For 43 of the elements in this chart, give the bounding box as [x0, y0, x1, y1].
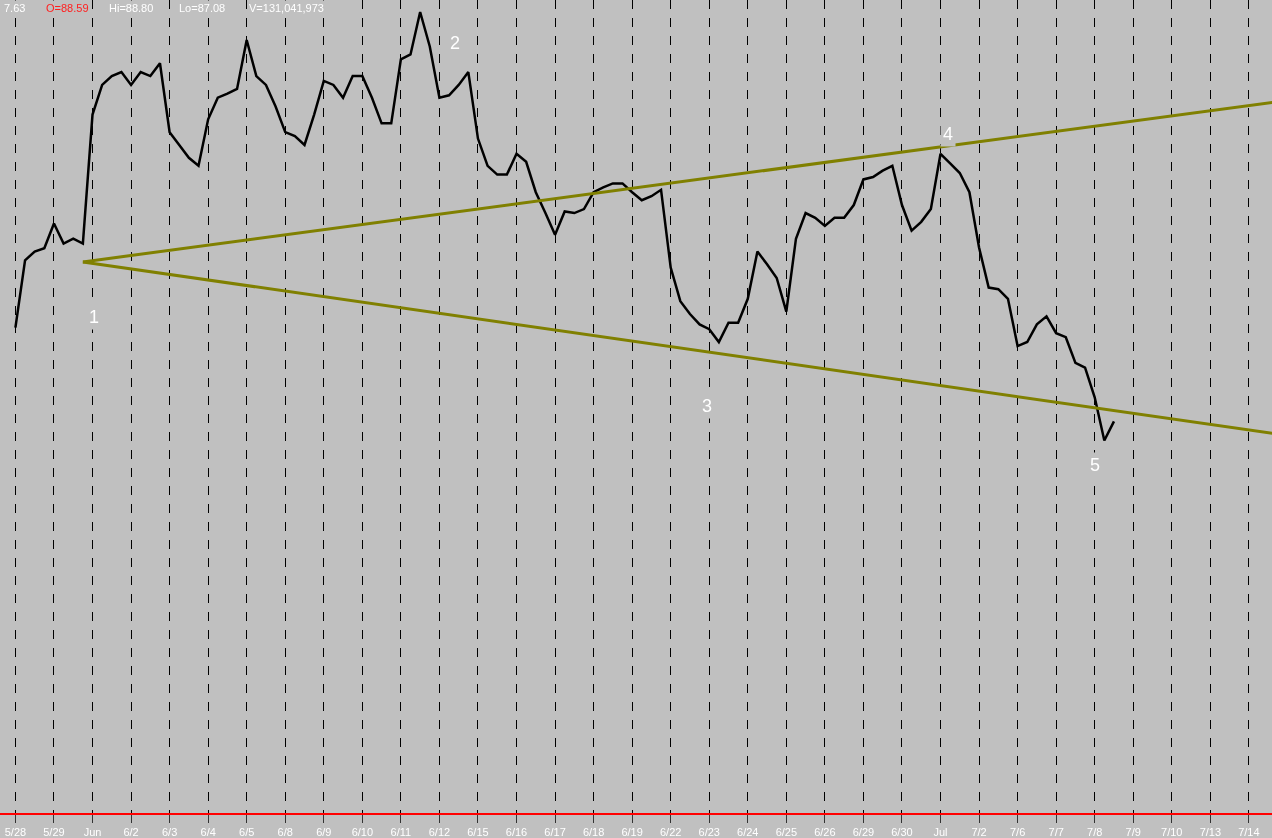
x-tick-label: 6/5: [239, 826, 255, 838]
x-tick-label: 6/3: [161, 826, 178, 838]
x-tick-label: 7/10: [1161, 826, 1183, 838]
annotation: O=88.59: [46, 2, 89, 14]
x-tick-label: 6/29: [852, 826, 875, 838]
x-tick-label: 6/18: [582, 826, 605, 838]
x-tick-label: 5/28: [4, 826, 27, 838]
annotation: 2: [450, 33, 461, 53]
x-tick-label: 6/4: [200, 826, 216, 838]
annotation: 5: [1090, 455, 1101, 475]
annotation: 1: [89, 307, 100, 327]
x-tick-label: 6/12: [428, 826, 451, 838]
x-tick-label: 6/23: [698, 826, 720, 838]
x-tick-label: 6/2: [123, 826, 139, 838]
x-tick-label: 7/7: [1048, 826, 1064, 838]
annotation: Hi=88.80: [109, 2, 154, 14]
annotation: V=131,041,973: [249, 2, 324, 14]
x-tick-label: 7/8: [1087, 826, 1103, 838]
x-tick-label: 6/26: [814, 826, 836, 838]
x-tick-label: 7/13: [1199, 826, 1222, 838]
x-tick-label: 6/24: [737, 826, 759, 838]
x-tick-label: Jun: [83, 826, 102, 838]
x-tick-label: 6/15: [467, 826, 489, 838]
x-tick-label: 6/25: [775, 826, 798, 838]
x-tick-label: Jul: [933, 826, 948, 838]
x-tick-label: 5/29: [43, 826, 65, 838]
x-tick-label: 7/6: [1009, 826, 1026, 838]
x-tick-label: 6/22: [659, 826, 682, 838]
annotation: Lo=87.08: [179, 2, 226, 14]
x-tick-label: 7/14: [1238, 826, 1260, 838]
x-tick-label: 6/16: [505, 826, 528, 838]
x-tick-label: 6/30: [891, 826, 913, 838]
x-tick-label: 6/8: [277, 826, 293, 838]
annotation: 7.63: [4, 2, 26, 14]
x-tick-label: 6/11: [390, 826, 412, 838]
x-tick-label: 6/10: [351, 826, 374, 838]
x-tick-label: 6/17: [544, 826, 566, 838]
annotation: 4: [943, 124, 954, 144]
x-tick-label: 7/2: [971, 826, 987, 838]
x-tick-label: 6/19: [621, 826, 643, 838]
annotation: 3: [702, 396, 713, 416]
x-tick-label: 6/9: [316, 826, 332, 838]
x-tick-label: 7/9: [1125, 826, 1141, 838]
